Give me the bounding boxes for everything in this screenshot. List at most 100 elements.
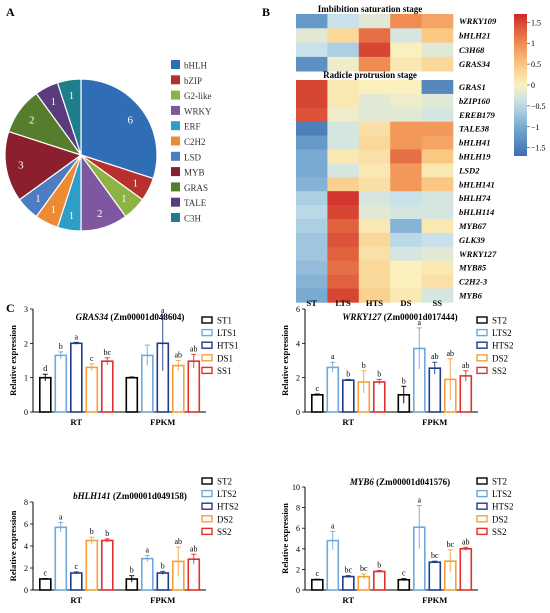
legend-label-st1: ST1: [217, 316, 232, 326]
legend-swatch-ss2: [201, 527, 213, 536]
legend-swatch-lts2: [201, 489, 213, 498]
heatmap-cell-rad-lsd2-ds: [390, 163, 422, 178]
significance-letter: c: [315, 569, 319, 578]
y-tick-label: 6: [296, 524, 300, 533]
heatmap-gene-gras34: GRAS34: [459, 59, 491, 69]
heatmap-column-st: ST: [306, 298, 317, 308]
chart-title: MYB6 (Zm00001d041576): [349, 477, 450, 487]
significance-letter: b: [90, 527, 94, 536]
chart-title-id: (Zm00001d041576): [374, 477, 450, 487]
heatmap-cell-rad-gras1-lts: [327, 80, 360, 95]
legend-label-ds1: DS1: [217, 353, 233, 363]
heatmap-cell-imb-bhlh21-lts: [327, 28, 360, 43]
x-category-rt: RT: [70, 417, 82, 427]
heatmap-cell-imb-gras34-ds: [390, 56, 422, 72]
heatmap-cell-rad-myb67-ss: [421, 219, 454, 234]
legend-label-hts2: HTS2: [492, 502, 514, 512]
legend-swatch-ds2: [476, 354, 488, 362]
colorbar-tick: 1.5: [531, 18, 541, 27]
heatmap-gene-bhlh114: bHLH114: [459, 207, 495, 217]
panel-a-label: A: [6, 5, 15, 19]
legend-label-st2: ST2: [492, 477, 507, 487]
heatmap-cell-rad-bhlh141-hts: [358, 177, 391, 192]
heatmap-title-imbibition: Imbibition saturation stage: [318, 4, 423, 14]
legend-label-erf: ERF: [184, 122, 201, 132]
legend-label-ss2: SS2: [217, 527, 232, 537]
heatmap-cell-rad-bhlh74-lts: [327, 191, 360, 206]
heatmap-cell-rad-gras1-hts: [358, 80, 391, 95]
heatmap-cell-imb-gras34-ss: [421, 56, 454, 72]
chart-title-gene: bHLH141: [73, 491, 111, 501]
heatmap-cell-imb-bhlh21-st: [296, 28, 328, 43]
significance-letter: a: [331, 352, 335, 361]
heatmap-cell-rad-lsd2-st: [296, 163, 328, 178]
heatmap-cell-rad-myb6-hts: [358, 288, 391, 303]
bar-rt-st2: [310, 578, 324, 591]
significance-letter: b: [130, 566, 134, 575]
significance-letter: bc: [431, 551, 439, 560]
legend-swatch-g2-like: [171, 90, 180, 100]
heatmap-cell-rad-myb6-lts: [327, 288, 360, 303]
legend-swatch-wrky: [171, 105, 180, 115]
legend-swatch-myb: [171, 167, 180, 177]
legend-swatch-ss2: [476, 366, 488, 375]
significance-letter: b: [377, 560, 381, 569]
heatmap-gene-c2h2-3: C2H2-3: [459, 277, 488, 287]
y-tick-label: 2: [24, 339, 28, 348]
heatmap-cell-rad-ereb179-ds: [390, 107, 422, 122]
chart-title-id: (Zm00001d017444): [381, 312, 457, 322]
panel-b-label: B: [262, 5, 270, 19]
heatmap-cell-rad-gras1-ds: [390, 80, 422, 95]
significance-letter: a: [145, 545, 149, 554]
legend-swatch-st1: [201, 316, 213, 324]
x-category-fpkm: FPKM: [150, 595, 175, 605]
x-category-fpkm: FPKM: [422, 417, 447, 427]
y-tick-label: 0: [24, 408, 28, 417]
legend-swatch-bzip: [171, 75, 180, 85]
legend-label-hts2: HTS2: [492, 341, 514, 351]
heatmap-cell-rad-wrky127-ds: [390, 246, 422, 261]
bar-rt-st1: [38, 376, 52, 413]
legend-swatch-ds1: [201, 354, 213, 362]
heatmap-cell-imb-bhlh21-hts: [358, 28, 391, 43]
bar-chart-wrky127: WRKY127 (Zm00001d017444) 0 2 4 6 Relative exp…: [280, 305, 514, 427]
bar-fpkm-ss2: [459, 375, 473, 413]
legend-label-st2: ST2: [492, 316, 507, 326]
colorbar-tick: −1.5: [531, 144, 546, 153]
chart-title-gene: WRKY127: [342, 312, 382, 322]
legend-label-g2-like: G2-like: [184, 91, 212, 101]
significance-letter: ab: [462, 361, 470, 370]
bar-rt-st2: [38, 578, 52, 591]
colorbar-tick: −1: [531, 123, 540, 132]
pie-slice-bhlh: [80, 78, 158, 180]
significance-letter: bc: [103, 348, 111, 357]
heatmap-cell-rad-bhlh141-ds: [390, 177, 422, 192]
y-tick-label: 0: [24, 586, 28, 595]
legend-swatch-lts1: [201, 328, 213, 337]
heatmap-expression: Imbibition saturation stage Radicle prot…: [296, 4, 546, 308]
legend-swatch-tale: [171, 197, 180, 207]
bar-fpkm-hts2: [428, 561, 442, 591]
heatmap-cell-rad-c2h2-3-ss: [421, 274, 454, 289]
legend-swatch-st2: [476, 316, 488, 324]
heatmap-cell-rad-myb85-ds: [390, 260, 422, 275]
legend-label-lts2: LTS2: [492, 489, 512, 499]
y-axis-label: Relative expression: [8, 325, 18, 396]
colorbar-tick: 1: [531, 39, 535, 48]
pie-slice-count-erf: 1: [69, 211, 74, 222]
pie-slice-count-bzip: 1: [133, 179, 138, 190]
significance-letter: b: [362, 361, 366, 370]
heatmap-cell-rad-glk39-ss: [421, 232, 454, 248]
pie-slice-count-lsd: 1: [36, 194, 41, 205]
significance-letter: c: [402, 569, 406, 578]
pie-slice-count-c2h2: 1: [51, 205, 56, 216]
heatmap-cell-imb-gras34-hts: [358, 56, 391, 72]
legend-label-c2h2: C2H2: [184, 137, 206, 147]
significance-letter: c: [90, 354, 94, 363]
bar-rt-ds1: [85, 366, 99, 413]
heatmap-cell-rad-bhlh41-ds: [390, 135, 422, 150]
heatmap-gene-tale38: TALE38: [459, 124, 490, 134]
heatmap-cell-rad-wrky127-ss: [421, 246, 454, 261]
pie-slice-count-c3h: 1: [69, 91, 74, 102]
bar-rt-ds2: [85, 539, 99, 591]
